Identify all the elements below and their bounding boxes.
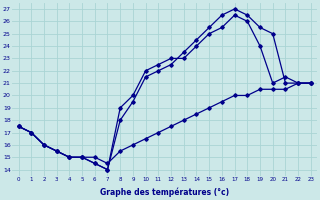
X-axis label: Graphe des températures (°c): Graphe des températures (°c) [100,188,229,197]
